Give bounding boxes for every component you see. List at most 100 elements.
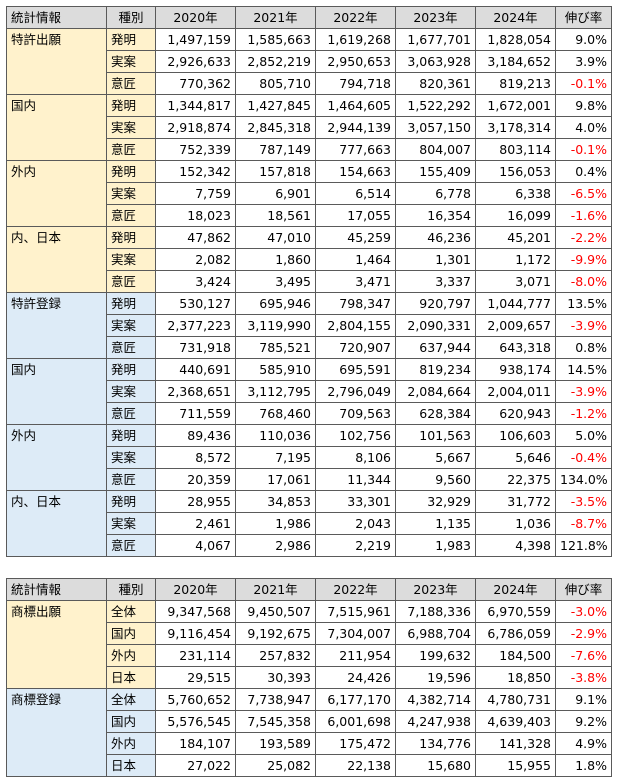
value-cell: 211,954: [315, 644, 396, 667]
value-cell: 1,619,268: [315, 28, 396, 51]
value-cell: 7,515,961: [315, 600, 396, 623]
value-cell: 2,009,657: [475, 314, 556, 337]
table-row: 外内 発明 152,342 157,818 154,663 155,409 156,053 0…: [6, 160, 612, 227]
table-row: 商標登録 全体 5,760,652 7,738,947 6,177,170 4,382,7…: [6, 688, 612, 777]
type-label: 実案: [106, 446, 156, 469]
statistics-table-patents: 統計情報 種別 2020年 2021年 2022年 2023年 2024年 伸び率 特許出願 発明…: [6, 6, 612, 557]
value-cell: 819,234: [395, 358, 476, 381]
value-cell: 9,560: [395, 468, 476, 491]
value-cell: 28,955: [155, 490, 236, 513]
table-row: 国内 発明 1,344,817 1,427,845 1,464,605 1,522,292…: [6, 94, 612, 161]
value-cell: 938,174: [475, 358, 556, 381]
column-header: 2023年: [395, 6, 476, 29]
value-cell: 2,219: [315, 534, 396, 557]
table-row: 実案 2,918,874 2,845,318 2,944,139 3,057,150 3,…: [7, 116, 612, 139]
growth-cell: -6.5%: [555, 182, 612, 205]
growth-cell: -0.4%: [555, 446, 612, 469]
column-header: 2022年: [315, 6, 396, 29]
growth-cell: -3.0%: [555, 600, 612, 623]
growth-cell: 121.8%: [555, 534, 612, 557]
type-label: 外内: [106, 732, 156, 755]
value-cell: 27,022: [155, 754, 236, 777]
table-row: 内、日本 発明 28,955 34,853 33,301 32,929 31,772 -3.5…: [6, 490, 612, 557]
value-cell: 22,375: [475, 468, 556, 491]
column-header: 2020年: [155, 6, 236, 29]
value-cell: 6,778: [395, 182, 476, 205]
type-label: 意匠: [106, 468, 156, 491]
value-cell: 45,201: [475, 226, 556, 249]
value-cell: 4,639,403: [475, 710, 556, 733]
statistics-table-trademarks: 統計情報 種別 2020年 2021年 2022年 2023年 2024年 伸び率 商標出願 全体…: [6, 578, 612, 777]
group-label: 外内: [6, 424, 107, 491]
growth-cell: 0.8%: [555, 336, 612, 359]
value-cell: 711,559: [155, 402, 236, 425]
value-cell: 920,797: [395, 292, 476, 315]
value-cell: 1,301: [395, 248, 476, 271]
value-cell: 2,796,049: [315, 380, 396, 403]
growth-cell: -3.9%: [555, 314, 612, 337]
type-label: 意匠: [106, 138, 156, 161]
value-cell: 3,112,795: [235, 380, 316, 403]
value-cell: 1,464,605: [315, 94, 396, 117]
value-cell: 33,301: [315, 490, 396, 513]
table-row: 特許出願 発明 1,497,159 1,585,663 1,619,268 1,677,7…: [6, 28, 612, 95]
value-cell: 5,667: [395, 446, 476, 469]
type-label: 実案: [106, 182, 156, 205]
value-cell: 15,955: [475, 754, 556, 777]
type-label: 意匠: [106, 72, 156, 95]
column-header: 統計情報: [6, 6, 107, 29]
value-cell: 2,084,664: [395, 380, 476, 403]
value-cell: 6,988,704: [395, 622, 476, 645]
value-cell: 9,347,568: [155, 600, 236, 623]
column-header: 2020年: [155, 578, 236, 601]
type-label: 意匠: [106, 204, 156, 227]
value-cell: 1,172: [475, 248, 556, 271]
value-cell: 184,500: [475, 644, 556, 667]
column-header: 種別: [106, 6, 156, 29]
group-label: 商標登録: [6, 688, 107, 777]
growth-cell: -3.9%: [555, 380, 612, 403]
value-cell: 2,377,223: [155, 314, 236, 337]
value-cell: 134,776: [395, 732, 476, 755]
value-cell: 777,663: [315, 138, 396, 161]
value-cell: 1,986: [235, 512, 316, 535]
value-cell: 7,545,358: [235, 710, 316, 733]
value-cell: 2,852,219: [235, 50, 316, 73]
value-cell: 7,759: [155, 182, 236, 205]
value-cell: 2,090,331: [395, 314, 476, 337]
type-label: 意匠: [106, 270, 156, 293]
growth-cell: 4.0%: [555, 116, 612, 139]
value-cell: 820,361: [395, 72, 476, 95]
column-header: 2024年: [475, 6, 556, 29]
value-cell: 19,596: [395, 666, 476, 689]
growth-cell: -1.6%: [555, 204, 612, 227]
value-cell: 770,362: [155, 72, 236, 95]
table-row: 特許登録 発明 530,127 695,946 798,347 920,797 1,044,…: [6, 292, 612, 359]
value-cell: 8,106: [315, 446, 396, 469]
type-label: 国内: [106, 622, 156, 645]
group-label: 国内: [6, 94, 107, 161]
table-row: 内、日本 発明 47,862 47,010 45,259 46,236 45,201 -2.2…: [6, 226, 612, 293]
type-label: 意匠: [106, 336, 156, 359]
value-cell: 1,672,001: [475, 94, 556, 117]
value-cell: 4,382,714: [395, 688, 476, 711]
group-label: 内、日本: [6, 490, 107, 557]
value-cell: 7,195: [235, 446, 316, 469]
growth-cell: 13.5%: [555, 292, 612, 315]
value-cell: 199,632: [395, 644, 476, 667]
value-cell: 257,832: [235, 644, 316, 667]
growth-cell: -2.9%: [555, 622, 612, 645]
table-row: 商標出願 全体 9,347,568 9,450,507 7,515,961 7,188,3…: [6, 600, 612, 689]
type-label: 全体: [106, 600, 156, 623]
value-cell: 2,926,633: [155, 50, 236, 73]
type-label: 実案: [106, 512, 156, 535]
table-row: 国内 発明 440,691 585,910 695,591 819,234 938,174 1…: [6, 358, 612, 425]
table-row: 日本 27,022 25,082 22,138 15,680 15,955 1.8%: [7, 754, 612, 777]
value-cell: 2,950,653: [315, 50, 396, 73]
value-cell: 530,127: [155, 292, 236, 315]
value-cell: 1,344,817: [155, 94, 236, 117]
column-header: 2021年: [235, 6, 316, 29]
value-cell: 141,328: [475, 732, 556, 755]
growth-cell: 134.0%: [555, 468, 612, 491]
value-cell: 18,850: [475, 666, 556, 689]
